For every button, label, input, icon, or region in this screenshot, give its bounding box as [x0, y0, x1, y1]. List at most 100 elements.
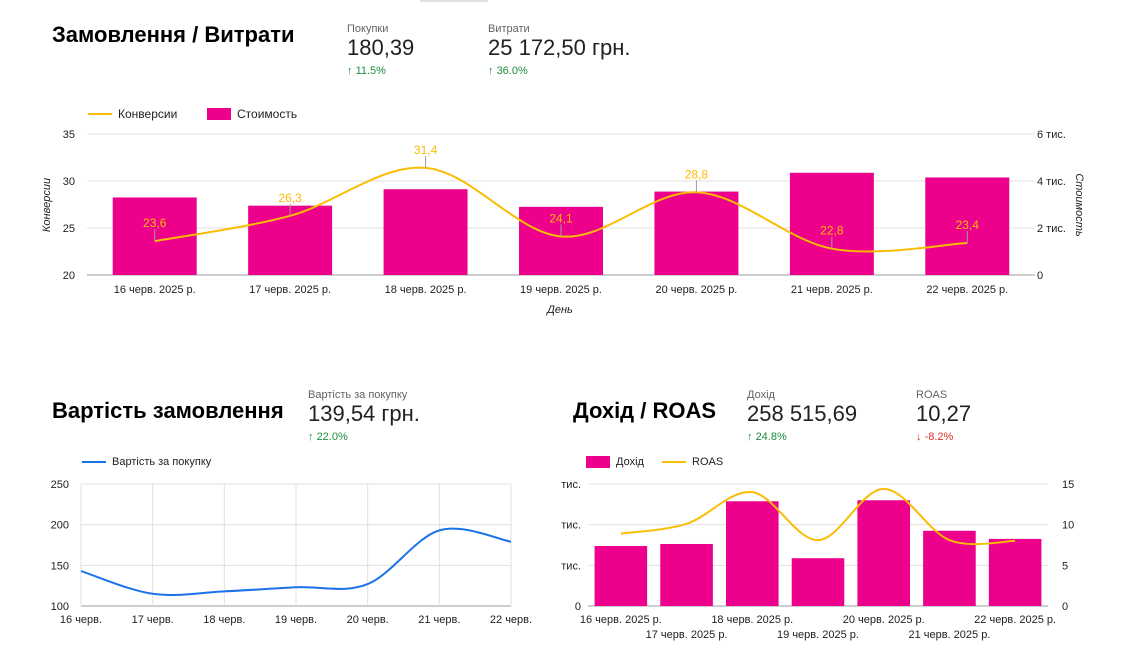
line-roas: [620, 487, 1016, 546]
kpi-value: 25 172,50 грн.: [488, 35, 631, 60]
arrow-up-icon: ↑: [747, 431, 753, 443]
kpi-purchases: Покупки 180,39 ↑ 11.5%: [347, 23, 414, 77]
x-tick-label: 21 черв. 2025 р.: [908, 629, 990, 641]
x-tick-label: 22 черв. 2025 р.: [974, 614, 1056, 626]
bar: [857, 500, 910, 606]
x-tick-label: 17 черв. 2025 р.: [646, 629, 728, 641]
kpi-label: Витрати: [488, 23, 530, 35]
arrow-up-icon: ↑: [347, 65, 353, 77]
legend-label: ROAS: [692, 456, 724, 468]
y2-tick-label: 0: [1062, 601, 1068, 613]
legend-item-value-per-purchase[interactable]: Вартість за покупку: [82, 456, 211, 468]
legend-item-revenue[interactable]: Дохід: [586, 456, 644, 468]
kpi-delta: ↑ 11.5%: [347, 65, 386, 77]
arrow-down-icon: ↓: [916, 431, 922, 443]
kpi-label: ROAS: [916, 389, 948, 401]
conversions-cost-chart: 20 0 25 2 тис. 30 4 тис. 35 6 тис. 16 черв. 2025…: [41, 129, 1085, 316]
kpi-label: Вартість за покупку: [308, 389, 408, 401]
y-tick-label: 60 тис.: [560, 479, 581, 491]
y-tick-label: 35: [63, 129, 75, 141]
data-label: 31,4: [414, 143, 438, 157]
bar: [988, 538, 1042, 606]
legend-line-swatch: [88, 113, 112, 115]
legend-label: Стоимость: [237, 107, 298, 121]
top-divider: [420, 0, 488, 2]
x-tick-label: 16 черв. 2025 р.: [580, 614, 662, 626]
legend-label: Вартість за покупку: [112, 456, 212, 468]
legend-box-swatch: [207, 108, 231, 120]
y-tick-label: 25: [63, 223, 75, 235]
legend-line-swatch: [82, 461, 106, 463]
bar: [791, 558, 845, 606]
x-axis-title: День: [545, 304, 573, 316]
x-tick-label: 17 черв.: [132, 614, 174, 626]
bar: [925, 177, 1010, 275]
bar: [519, 206, 603, 275]
kpi-roas: ROAS 10,27 ↓ -8.2%: [916, 389, 971, 443]
y2-axis-title: Стоимость: [1073, 173, 1085, 237]
x-tick-label: 22 черв.: [490, 614, 532, 626]
data-label: 28,8: [685, 167, 709, 181]
data-label: 24,1: [549, 211, 573, 225]
section-title-order-value: Вартість замовлення: [52, 398, 284, 423]
y2-tick-label: 0: [1037, 270, 1043, 282]
y2-tick-label: 15: [1062, 479, 1074, 491]
section-title-orders-costs: Замовлення / Витрати: [52, 22, 295, 47]
y-tick-label: 20: [63, 270, 75, 282]
y-tick-label: 150: [51, 560, 69, 572]
bar: [654, 191, 739, 275]
bar: [789, 172, 874, 275]
legend-line-swatch: [662, 461, 686, 463]
value-per-purchase-chart: 100 150 200 250 16 черв. 17 черв. 18 черв. 19 ч…: [51, 479, 532, 626]
y2-tick-label: 2 тис.: [1037, 223, 1066, 235]
x-tick-label: 21 черв.: [418, 614, 460, 626]
data-label: 23,4: [956, 218, 980, 232]
kpi-delta: ↓ -8.2%: [916, 431, 954, 443]
y-tick-label: 20 тис.: [560, 560, 581, 572]
kpi-value: 139,54 грн.: [308, 401, 420, 426]
revenue-roas-chart: 0 0 20 тис. 5 40 тис. 10 60 тис. 15 16 черв. 202…: [560, 479, 1074, 641]
legend-item-cost[interactable]: Стоимость: [207, 107, 297, 121]
y2-tick-label: 10: [1062, 520, 1074, 532]
data-label: 26,3: [278, 191, 302, 205]
legend-item-conversions[interactable]: Конверсии: [88, 107, 177, 121]
bar: [248, 205, 333, 275]
kpi-value: 10,27: [916, 401, 972, 426]
kpi-delta: ↑ 24.8%: [747, 431, 787, 443]
x-tick-label: 16 черв.: [60, 614, 102, 626]
legend-label: Конверсии: [118, 107, 178, 121]
y-tick-label: 100: [51, 601, 69, 613]
bar: [660, 543, 713, 606]
line-value-per-purchase: [80, 527, 512, 596]
kpi-value-per-purchase: Вартість за покупку 139,54 грн. ↑ 22.0%: [308, 389, 420, 443]
kpi-label: Дохід: [747, 389, 775, 401]
legend-box-swatch: [586, 456, 610, 468]
y2-tick-label: 5: [1062, 560, 1068, 572]
legend-item-roas[interactable]: ROAS: [662, 456, 723, 468]
kpi-revenue: Дохід 258 515,69 ↑ 24.8%: [747, 389, 857, 443]
kpi-costs: Витрати 25 172,50 грн. ↑ 36.0%: [488, 23, 631, 77]
kpi-value: 180,39: [347, 35, 415, 60]
x-tick-label: 20 черв.: [347, 614, 389, 626]
x-tick-label: 19 черв. 2025 р.: [520, 284, 602, 296]
y-tick-label: 250: [51, 479, 69, 491]
x-tick-label: 20 черв. 2025 р.: [843, 614, 925, 626]
kpi-delta: ↑ 36.0%: [488, 65, 528, 77]
y2-tick-label: 4 тис.: [1037, 176, 1066, 188]
y-tick-label: 0: [575, 601, 581, 613]
y2-tick-label: 6 тис.: [1037, 129, 1066, 141]
bar: [923, 530, 976, 606]
x-tick-label: 20 черв. 2025 р.: [655, 284, 737, 296]
data-label: 23,6: [143, 216, 167, 230]
x-tick-label: 18 черв.: [203, 614, 245, 626]
x-tick-label: 22 черв. 2025 р.: [926, 284, 1008, 296]
x-tick-label: 18 черв. 2025 р.: [385, 284, 467, 296]
arrow-up-icon: ↑: [308, 431, 314, 443]
y-tick-label: 200: [51, 520, 69, 532]
data-label: 22,8: [820, 224, 844, 238]
arrow-up-icon: ↑: [488, 65, 494, 77]
kpi-delta: ↑ 22.0%: [308, 431, 348, 443]
x-tick-label: 16 черв. 2025 р.: [114, 284, 196, 296]
x-tick-label: 21 черв. 2025 р.: [791, 284, 873, 296]
kpi-value: 258 515,69: [747, 401, 858, 426]
